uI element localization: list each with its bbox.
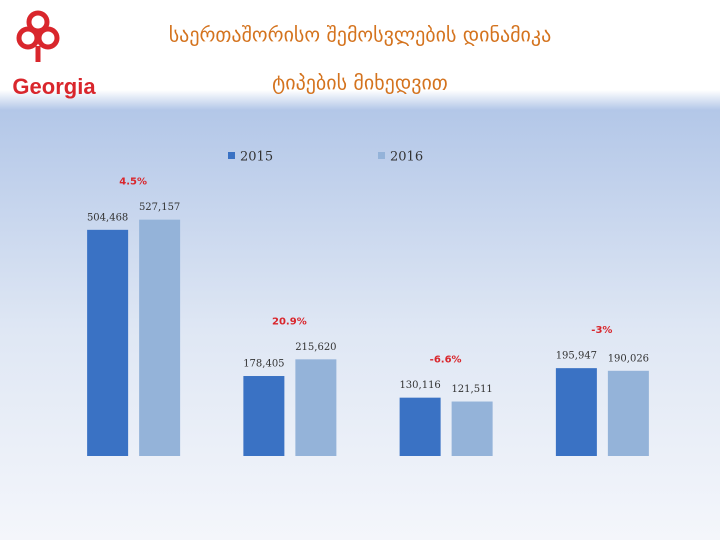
- value-label: 130,116: [399, 380, 440, 391]
- value-label: 527,157: [139, 202, 180, 213]
- chart-title: საერთაშორისო შემოსვლების დინამიკა: [169, 23, 552, 47]
- annotation: 20.9%: [272, 316, 307, 327]
- bar: [87, 229, 129, 456]
- legend-swatch: [228, 152, 235, 159]
- annotation: 4.5%: [119, 177, 147, 188]
- legend-label: 2016: [390, 150, 423, 165]
- value-label: 190,026: [608, 353, 649, 364]
- bar: [399, 397, 441, 456]
- bar: [139, 219, 181, 456]
- legend-label: 2015: [240, 150, 273, 165]
- bar: [295, 359, 337, 456]
- bar: [555, 368, 597, 456]
- value-label: 504,468: [87, 212, 128, 223]
- bar: [451, 401, 493, 456]
- logo-icon: [16, 10, 60, 62]
- chart-subtitle: ტიპების მიხედვით: [272, 71, 448, 95]
- legend-swatch: [378, 152, 385, 159]
- bar: [243, 376, 285, 456]
- value-label: 178,405: [243, 359, 284, 370]
- bar: [607, 370, 649, 456]
- brand: Georgia: [12, 74, 96, 99]
- value-label: 215,620: [295, 342, 336, 353]
- annotation: -3%: [591, 325, 612, 336]
- value-label: 121,511: [451, 384, 492, 395]
- value-label: 195,947: [556, 351, 597, 362]
- annotation: -6.6%: [430, 355, 462, 366]
